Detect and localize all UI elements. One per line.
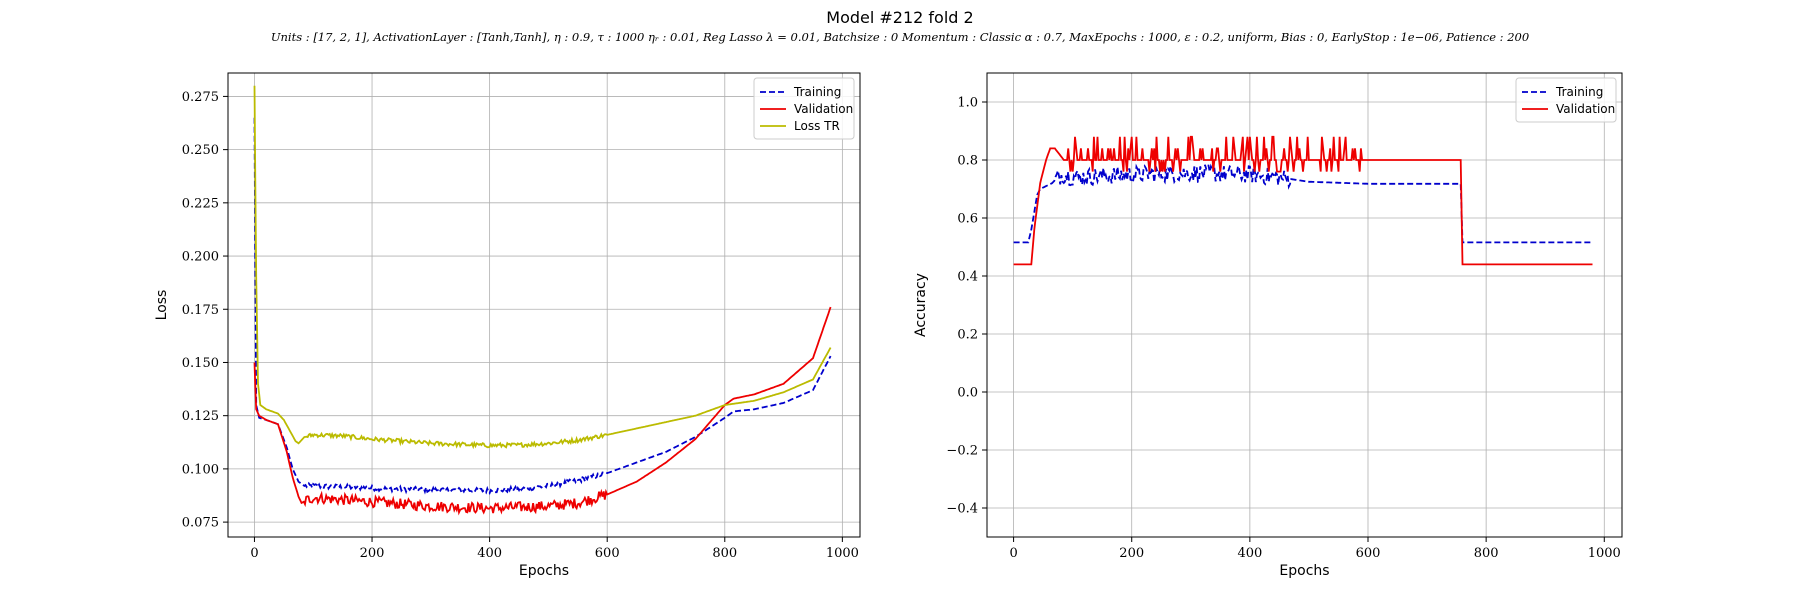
x-tick-label: 800 <box>712 546 737 561</box>
series-line-validation <box>1013 135 1593 266</box>
y-tick-label: 0.125 <box>182 409 219 424</box>
y-axis-label: Loss <box>154 290 170 321</box>
y-tick-label: 0.0 <box>957 386 978 401</box>
x-tick-label: 0 <box>1009 546 1017 561</box>
y-tick-label: 0.075 <box>182 516 219 531</box>
series-line-validation <box>253 306 832 516</box>
y-tick-label: 1.0 <box>957 96 978 111</box>
x-tick-label: 600 <box>1356 546 1381 561</box>
series-line-training <box>1013 162 1593 244</box>
x-tick-label: 1000 <box>1588 546 1621 561</box>
figure-subtitle: Units : [17, 2, 1], ActivationLayer : [T… <box>270 30 1530 44</box>
x-axis-label: Epochs <box>519 563 569 579</box>
x-tick-label: 0 <box>250 546 258 561</box>
y-tick-label: 0.8 <box>957 154 978 169</box>
y-tick-label: 0.150 <box>182 356 219 371</box>
y-tick-label: 0.2 <box>957 328 978 343</box>
series-line-loss-tr <box>253 85 832 450</box>
y-tick-label: 0.100 <box>182 462 219 477</box>
x-tick-label: 200 <box>360 546 385 561</box>
x-tick-label: 200 <box>1119 546 1144 561</box>
legend-label: Validation <box>794 102 853 116</box>
legend: Training Validation <box>1515 77 1617 123</box>
x-tick-label: 1000 <box>826 546 859 561</box>
y-tick-label: 0.200 <box>182 250 219 265</box>
x-axis-label: Epochs <box>1279 563 1329 579</box>
y-tick-label: 0.225 <box>182 196 219 211</box>
x-tick-label: 400 <box>1237 546 1262 561</box>
y-tick-label: 0.4 <box>957 270 978 285</box>
axes-frame <box>227 72 861 538</box>
legend-label: Loss TR <box>794 119 840 133</box>
legend-label: Training <box>793 85 841 99</box>
y-tick-label: 0.275 <box>182 90 219 105</box>
figure-title: Model #212 fold 2 <box>826 8 974 27</box>
legend-label: Validation <box>1556 102 1615 116</box>
axes-frame <box>986 72 1623 538</box>
y-tick-label: −0.4 <box>946 502 978 517</box>
x-tick-label: 400 <box>477 546 502 561</box>
y-axis-label: Accuracy <box>913 273 929 337</box>
legend-label: Training <box>1555 85 1603 99</box>
legend: Training Validation Loss TR <box>753 77 855 140</box>
legend-box <box>753 77 855 140</box>
x-tick-label: 800 <box>1474 546 1499 561</box>
y-tick-label: 0.175 <box>182 303 219 318</box>
loss-panel: 0 200 400 600 800 1000 0.075 0.100 0.125 0.150 0.1… <box>154 72 861 579</box>
x-tick-label: 600 <box>595 546 620 561</box>
accuracy-panel: 0 200 400 600 800 1000 −0.4 −0.2 0.0 0.2 0.4 0.6 0.8… <box>913 72 1623 579</box>
y-tick-label: 0.250 <box>182 143 219 158</box>
legend-box <box>1515 77 1617 123</box>
y-tick-label: −0.2 <box>946 444 978 459</box>
series-line-training <box>253 117 832 495</box>
y-tick-label: 0.6 <box>957 212 978 227</box>
